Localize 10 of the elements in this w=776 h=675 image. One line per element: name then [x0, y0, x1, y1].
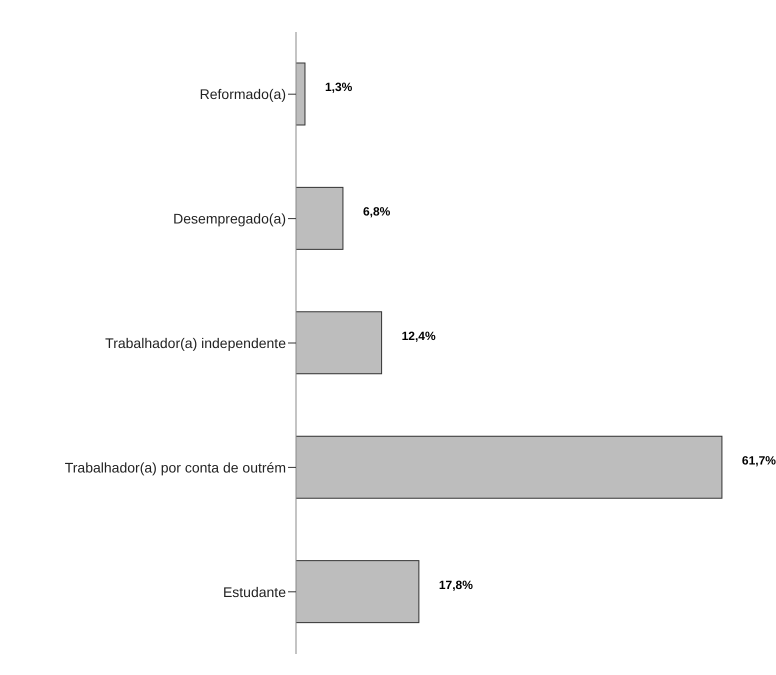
y-tick-label: Trabalhador(a) por conta de outrém: [64, 459, 286, 476]
y-tick-label: Reformado(a): [200, 86, 286, 102]
data-label: 17,8%: [438, 578, 474, 592]
data-label: 12,4%: [402, 328, 436, 343]
y-tick-label: Desempregado(a): [173, 210, 286, 227]
y-tick-label: Trabalhador(a) independente: [105, 334, 286, 351]
data-label: 6,8%: [362, 204, 391, 219]
y-tick-label: Estudante: [222, 584, 286, 600]
data-label: 61,7%: [742, 453, 776, 468]
data-label: 1,3%: [324, 80, 353, 94]
